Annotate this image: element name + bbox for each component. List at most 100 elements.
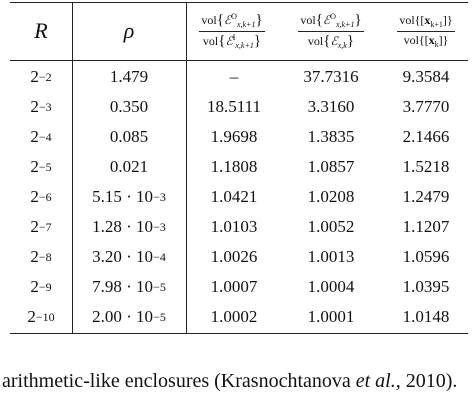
table-row: 2 −8 3.20 · 10 −4 1.0026 1.0013 1.0596 xyxy=(10,242,472,272)
cell-rho: 0.085 xyxy=(72,122,186,152)
cell-ratio-outer-inner-value: 1.0026 xyxy=(210,247,258,266)
cell-r: 2 −4 xyxy=(10,122,72,152)
cell-ratio-outer-step-value: 1.0052 xyxy=(307,217,355,236)
cell-ratio-outer-inner: 1.0103 xyxy=(186,212,282,242)
cell-ratio-box-value: 1.0148 xyxy=(402,307,450,326)
cell-rho: 3.20 · 10 −4 xyxy=(72,242,186,272)
table-row: 2 −6 5.15 · 10 −3 1.0421 1.0208 1.2479 xyxy=(10,182,472,212)
cell-rho-value: 1.479 xyxy=(109,67,149,86)
cell-r: 2 −3 xyxy=(10,92,72,122)
table-row: 2 −10 2.00 · 10 −5 1.0002 1.0001 1.0148 xyxy=(10,302,472,332)
table-row: 2 −7 1.28 · 10 −3 1.0103 1.0052 1.1207 xyxy=(10,212,472,242)
header-r: R xyxy=(34,18,48,43)
cell-ratio-box-value: 1.0596 xyxy=(402,247,450,266)
cell-r-value: 2 xyxy=(30,277,39,296)
cell-rho-value: 0.085 xyxy=(109,127,149,146)
cell-rho: 5.15 · 10 −3 xyxy=(72,182,186,212)
table-bottom-rule xyxy=(10,333,468,334)
cell-rho-value: 7.98 · 10 xyxy=(92,277,154,296)
cell-ratio-outer-step-value: 1.0001 xyxy=(307,307,355,326)
caption-before: arithmetic-like enclosures (Krasnochtano… xyxy=(2,370,356,392)
cell-rho-exponent: −5 xyxy=(153,279,166,294)
cell-ratio-outer-step: 1.0052 xyxy=(282,212,380,242)
cell-ratio-outer-step-value: 37.7316 xyxy=(303,67,359,86)
cell-rho: 2.00 · 10 −5 xyxy=(72,302,186,332)
cell-ratio-box: 3.7770 xyxy=(380,92,472,122)
cell-rho-value: 0.350 xyxy=(109,97,149,116)
caption-text: arithmetic-like enclosures (Krasnochtano… xyxy=(2,370,457,393)
cell-ratio-box-value: 1.1207 xyxy=(402,217,450,236)
cell-r-value: 2 xyxy=(30,217,39,236)
table-header-rule xyxy=(10,60,468,61)
cell-ratio-outer-inner-value: – xyxy=(229,67,239,86)
header-volume-ratio-outer-step: vol{ℰOx,k+1} vol{ℰx,k} xyxy=(298,11,364,50)
table-row: 2 −5 0.021 1.1808 1.0857 1.5218 xyxy=(10,152,472,182)
cell-ratio-outer-step: 1.0208 xyxy=(282,182,380,212)
cell-ratio-box: 1.0596 xyxy=(380,242,472,272)
cell-ratio-box-value: 1.5218 xyxy=(402,157,450,176)
header-rho: ρ xyxy=(123,18,135,43)
cell-r: 2 −6 xyxy=(10,182,72,212)
cell-rho-value: 3.20 · 10 xyxy=(92,247,154,266)
cell-ratio-outer-step-value: 1.0208 xyxy=(307,187,355,206)
cell-ratio-outer-step-value: 1.0004 xyxy=(307,277,355,296)
table-row: 2 −4 0.085 1.9698 1.3835 2.1466 xyxy=(10,122,472,152)
cell-ratio-box-value: 2.1466 xyxy=(402,127,450,146)
cell-r-value: 2 xyxy=(30,187,39,206)
cell-ratio-outer-step: 1.3835 xyxy=(282,122,380,152)
cell-r-exponent: −5 xyxy=(38,159,52,174)
cell-r-exponent: −10 xyxy=(35,309,55,324)
cell-ratio-outer-step-value: 1.0857 xyxy=(307,157,355,176)
cell-ratio-outer-inner-value: 1.9698 xyxy=(210,127,258,146)
header-volume-ratio-outer-inner: vol{ℰOx,k+1} vol{ℰIx,k+1} xyxy=(199,11,265,50)
cell-ratio-box-value: 3.7770 xyxy=(402,97,450,116)
cell-ratio-box: 1.5218 xyxy=(380,152,472,182)
cell-rho-exponent: −4 xyxy=(153,249,166,264)
cell-ratio-box: 1.2479 xyxy=(380,182,472,212)
cell-r: 2 −2 xyxy=(10,62,72,92)
table-row: 2 −9 7.98 · 10 −5 1.0007 1.0004 1.0395 xyxy=(10,272,472,302)
cell-ratio-box: 2.1466 xyxy=(380,122,472,152)
table-top-rule xyxy=(10,2,468,3)
cell-ratio-box-value: 1.0395 xyxy=(402,277,450,296)
caption-after: , 2010). xyxy=(395,370,458,392)
cell-ratio-outer-step: 37.7316 xyxy=(282,62,380,92)
cell-rho: 0.350 xyxy=(72,92,186,122)
cell-r-value: 2 xyxy=(30,67,39,86)
cell-rho: 1.28 · 10 −3 xyxy=(72,212,186,242)
cell-r-exponent: −7 xyxy=(38,219,52,234)
cell-ratio-outer-inner: 1.0007 xyxy=(186,272,282,302)
cell-ratio-outer-step-value: 1.0013 xyxy=(307,247,355,266)
cell-ratio-box-value: 1.2479 xyxy=(402,187,450,206)
cell-ratio-outer-step: 1.0857 xyxy=(282,152,380,182)
cell-rho: 0.021 xyxy=(72,152,186,182)
cell-r-exponent: −6 xyxy=(38,189,52,204)
cell-r-value: 2 xyxy=(30,247,39,266)
cell-r: 2 −5 xyxy=(10,152,72,182)
caption-em: et al. xyxy=(355,370,396,392)
cell-r-exponent: −3 xyxy=(38,99,52,114)
cell-rho: 1.479 xyxy=(72,62,186,92)
cell-rho-exponent: −3 xyxy=(153,219,166,234)
table-row: 2 −3 0.350 18.5111 3.3160 3.7770 xyxy=(10,92,472,122)
cell-ratio-outer-inner-value: 1.0002 xyxy=(210,307,258,326)
cell-r-value: 2 xyxy=(30,157,39,176)
cell-rho-exponent: −3 xyxy=(153,189,166,204)
cell-ratio-outer-inner-value: 18.5111 xyxy=(207,97,261,116)
cell-ratio-outer-inner: 1.1808 xyxy=(186,152,282,182)
cell-ratio-outer-inner-value: 1.0007 xyxy=(210,277,258,296)
cell-ratio-outer-inner: 1.9698 xyxy=(186,122,282,152)
header-volume-ratio-box: vol{[xk+1]} vol{[xk]} xyxy=(397,12,455,49)
cell-ratio-outer-step: 1.0013 xyxy=(282,242,380,272)
cell-rho-value: 5.15 · 10 xyxy=(92,187,154,206)
cell-ratio-outer-step-value: 1.3835 xyxy=(307,127,355,146)
cell-r-exponent: −9 xyxy=(38,279,52,294)
cell-r-value: 2 xyxy=(30,97,39,116)
cell-rho-value: 1.28 · 10 xyxy=(92,217,154,236)
cell-r: 2 −10 xyxy=(10,302,72,332)
cell-ratio-outer-step: 1.0004 xyxy=(282,272,380,302)
cell-ratio-box: 1.0395 xyxy=(380,272,472,302)
cell-ratio-box: 1.1207 xyxy=(380,212,472,242)
cell-ratio-outer-inner: 1.0026 xyxy=(186,242,282,272)
table-row: 2 −2 1.479 – 37.7316 9.3584 xyxy=(10,62,472,92)
